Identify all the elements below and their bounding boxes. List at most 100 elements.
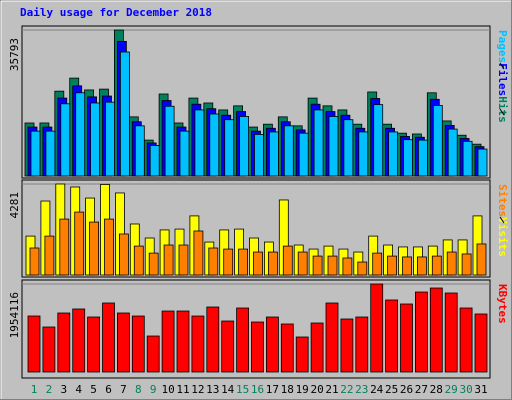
x-tick-label: 14 (221, 383, 235, 396)
x-tick-label: 24 (370, 383, 384, 396)
x-tick-label: 3 (60, 383, 67, 396)
bar (148, 252, 159, 276)
x-tick-label: 22 (340, 383, 353, 396)
bar (208, 247, 219, 276)
legend-entry: Hits (496, 96, 509, 123)
x-tick-label: 26 (400, 383, 413, 396)
bar (149, 145, 160, 177)
y-tick-label: 4281 (8, 192, 21, 219)
x-tick-label: 13 (206, 383, 219, 396)
x-tick-label: 8 (135, 383, 142, 396)
bar (343, 119, 354, 177)
bar (370, 283, 384, 373)
legend-separator (499, 108, 505, 116)
bar (42, 326, 56, 373)
bar (131, 315, 145, 373)
x-tick-label: 20 (310, 383, 323, 396)
bar (416, 256, 427, 276)
bar (403, 139, 413, 177)
bar (388, 131, 399, 177)
x-tick-label: 30 (459, 383, 472, 396)
bar (191, 315, 205, 373)
bar (372, 252, 383, 276)
x-tick-label: 23 (355, 383, 368, 396)
bar (282, 245, 293, 276)
x-tick-label: 29 (445, 383, 458, 396)
legend: KBytes (496, 284, 509, 324)
bar (27, 315, 41, 373)
bar (102, 302, 115, 373)
bar (476, 243, 487, 276)
bar (161, 310, 175, 373)
bar (254, 133, 264, 177)
bar (44, 235, 55, 276)
bar (75, 92, 86, 177)
y-tick-label: 35793 (8, 38, 21, 71)
bar (298, 132, 309, 177)
x-tick-label: 18 (281, 383, 294, 396)
bar (268, 131, 279, 177)
bar (30, 130, 41, 177)
bar (89, 221, 99, 276)
bar (117, 312, 130, 373)
bar (355, 316, 369, 373)
bar (267, 251, 278, 276)
bar (209, 113, 220, 177)
bar (59, 218, 70, 276)
bar (57, 312, 71, 373)
bar (179, 130, 190, 177)
x-tick-label: 12 (191, 383, 204, 396)
bar (133, 245, 144, 276)
bar (385, 299, 399, 373)
x-tick-label: 9 (150, 383, 157, 396)
x-tick-label: 7 (120, 383, 127, 396)
x-tick-label: 5 (90, 383, 97, 396)
bar (120, 51, 130, 177)
bar (327, 255, 338, 276)
x-tick-label: 1 (31, 383, 38, 396)
bar (462, 140, 473, 177)
bar (446, 251, 457, 276)
bar (265, 316, 279, 373)
bar (373, 104, 384, 177)
legend: PagesFilesHits (496, 30, 509, 123)
bar (312, 255, 323, 276)
bar (444, 292, 458, 373)
bar (295, 336, 309, 373)
bar (297, 251, 308, 276)
x-tick-label: 15 (236, 383, 249, 396)
x-tick-label: 28 (430, 383, 443, 396)
bar (253, 251, 263, 276)
bar (224, 119, 235, 177)
x-tick-label: 19 (296, 383, 309, 396)
x-tick-label: 16 (251, 383, 264, 396)
legend-entry: Sites (496, 184, 509, 217)
bar (29, 247, 40, 276)
bar (178, 244, 189, 276)
x-tick-label: 2 (46, 383, 53, 396)
x-tick-label: 21 (325, 383, 338, 396)
legend-separator (499, 62, 505, 70)
bar (90, 102, 100, 177)
x-tick-label: 27 (415, 383, 428, 396)
bar (280, 323, 294, 373)
legend-entry: Pages (496, 30, 509, 63)
bar (402, 256, 412, 276)
x-tick-label: 4 (75, 383, 82, 396)
x-tick-label: 17 (266, 383, 279, 396)
bar (461, 253, 472, 276)
bar (60, 103, 71, 177)
bar (163, 244, 174, 276)
x-tick-label: 6 (105, 383, 112, 396)
bar (325, 302, 339, 373)
bar (105, 101, 115, 177)
x-tick-label: 11 (176, 383, 189, 396)
bar (146, 335, 160, 373)
bar (283, 125, 294, 177)
bar (74, 211, 85, 276)
bar (45, 130, 56, 177)
bar (342, 257, 353, 276)
bar (176, 310, 190, 373)
bar (238, 248, 249, 276)
